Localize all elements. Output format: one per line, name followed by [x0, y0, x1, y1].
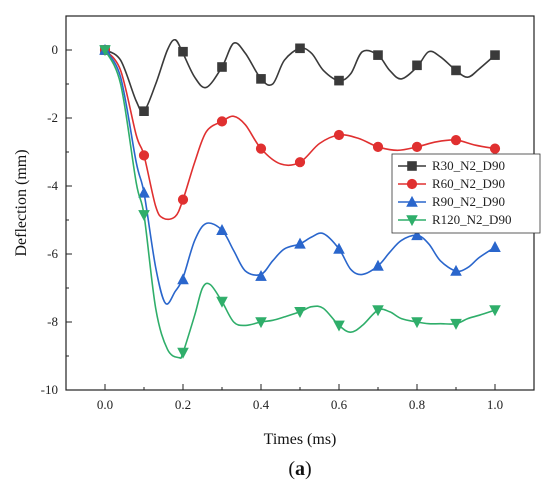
data-point — [333, 242, 345, 254]
data-point — [139, 106, 149, 116]
data-point — [177, 347, 189, 359]
series-R120_N2_D90 — [99, 45, 501, 360]
data-point — [334, 75, 344, 86]
series-line — [104, 49, 496, 305]
legend-entry: R120_N2_D90 — [398, 212, 511, 227]
caption-suffix: ) — [305, 458, 312, 480]
data-point — [450, 264, 462, 276]
data-point — [255, 317, 267, 329]
data-point — [373, 50, 383, 60]
legend-label: R90_N2_D90 — [432, 194, 505, 209]
y-tick-label: -6 — [47, 246, 58, 261]
data-point — [372, 305, 384, 317]
legend-entry: R30_N2_D90 — [398, 158, 505, 173]
data-point — [255, 143, 267, 154]
legend-marker — [406, 215, 418, 227]
data-point — [372, 259, 384, 271]
data-point — [333, 320, 345, 332]
x-tick-label: 0.0 — [97, 397, 113, 412]
y-tick-label: -8 — [47, 314, 58, 329]
y-axis-title: Deflection (mm) — [13, 149, 30, 256]
legend-entry: R90_N2_D90 — [398, 194, 505, 209]
x-axis: 0.0 0.2 0.4 0.6 0.8 1.0 — [65, 384, 535, 412]
legend-label: R60_N2_D90 — [432, 176, 505, 191]
data-point — [295, 43, 305, 54]
data-point — [294, 306, 306, 318]
caption-prefix: ( — [288, 458, 295, 480]
data-point — [138, 210, 150, 222]
x-tick-label: 0.6 — [331, 397, 348, 412]
data-point — [489, 305, 501, 317]
data-point — [138, 150, 150, 161]
data-point — [333, 129, 345, 141]
series-R90_N2_D90 — [99, 43, 501, 305]
data-point — [216, 224, 228, 235]
y-tick-label: -2 — [47, 110, 58, 125]
data-point — [138, 186, 150, 198]
data-point — [411, 317, 423, 329]
data-point — [256, 74, 266, 84]
data-point — [411, 229, 423, 241]
data-point — [217, 62, 227, 72]
series-line — [104, 49, 496, 360]
legend-label: R120_N2_D90 — [432, 212, 511, 227]
data-point — [372, 141, 384, 152]
data-point — [294, 157, 306, 168]
data-point — [412, 60, 422, 71]
caption-letter: a — [295, 458, 305, 480]
data-point — [490, 50, 500, 60]
series-R30_N2_D90 — [100, 38, 500, 116]
series-R60_N2_D90 — [99, 44, 501, 221]
x-tick-label: 0.2 — [175, 397, 191, 412]
y-tick-label: 0 — [52, 42, 59, 57]
legend-marker — [406, 178, 418, 190]
y-tick-label: -10 — [41, 382, 58, 397]
data-point — [450, 318, 462, 330]
legend: R30_N2_D90 R60_N2_D90 R90_N2_D90 R120_N2_D9… — [391, 153, 541, 234]
data-point — [178, 46, 188, 57]
y-axis: -10 -8 -6 -4 -2 0 — [41, 15, 72, 397]
legend-entry: R60_N2_D90 — [398, 176, 505, 191]
data-point — [411, 141, 423, 152]
figure-caption: (a) — [288, 458, 311, 480]
data-point — [489, 143, 501, 154]
data-point — [216, 116, 228, 127]
y-tick-label: -4 — [47, 178, 58, 193]
x-tick-label: 0.8 — [409, 397, 425, 412]
data-point — [99, 45, 111, 57]
series-layer — [99, 38, 501, 360]
data-point — [216, 296, 228, 308]
data-point — [450, 135, 462, 146]
legend-marker — [406, 195, 418, 207]
legend-marker — [407, 161, 417, 171]
legend-label: R30_N2_D90 — [432, 158, 505, 173]
data-point — [451, 65, 461, 76]
x-axis-title: Times (ms) — [264, 431, 337, 448]
x-tick-label: 1.0 — [487, 397, 503, 412]
data-point — [294, 237, 306, 249]
x-tick-label: 0.4 — [253, 397, 270, 412]
data-point — [255, 269, 267, 281]
data-point — [177, 194, 189, 205]
data-point — [489, 241, 501, 252]
series-line — [104, 38, 496, 113]
data-point — [177, 273, 189, 285]
